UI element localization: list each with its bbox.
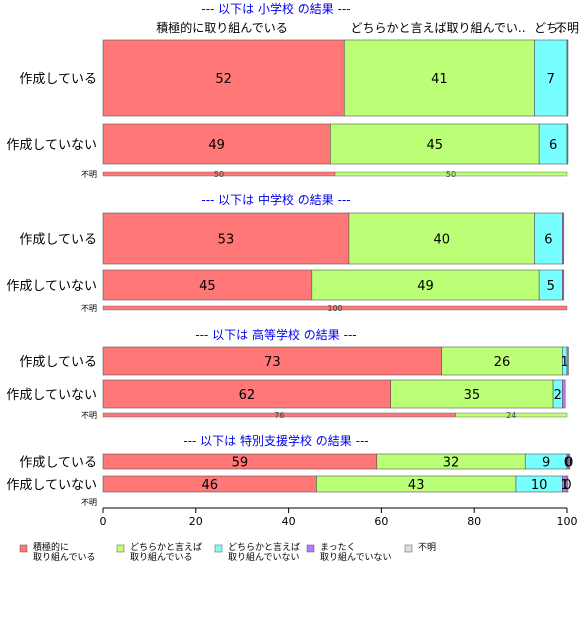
row-label: 作成していない xyxy=(6,478,97,493)
bar-segment xyxy=(441,346,563,376)
data-label: 45 xyxy=(199,279,216,294)
data-label: 9 xyxy=(542,456,550,471)
data-label: 5 xyxy=(547,279,555,294)
top-column-label: 積極的に取り組んでいる xyxy=(156,20,287,35)
data-label: 7 xyxy=(547,72,555,87)
data-label: 50 xyxy=(446,170,456,179)
row-label: 不明 xyxy=(81,411,97,420)
row-label: 不明 xyxy=(81,170,97,179)
legend-label-line2: 取り組んでいる xyxy=(33,551,96,563)
bar-segment xyxy=(102,305,568,311)
bar-segment xyxy=(568,453,571,470)
top-column-label: どち.. xyxy=(534,21,566,35)
data-label: 43 xyxy=(408,478,425,493)
bar-segment xyxy=(562,379,566,409)
data-label: 0 xyxy=(563,478,571,493)
data-label: 6 xyxy=(544,233,552,248)
legend-swatch xyxy=(214,544,223,553)
data-label: 35 xyxy=(464,388,481,403)
legend-label-line1: 不明 xyxy=(418,542,436,553)
bar-segment xyxy=(390,379,554,409)
data-label: 0 xyxy=(565,456,573,471)
row-label: 不明 xyxy=(81,304,97,313)
data-label: 40 xyxy=(433,233,450,248)
x-tick-label: 100 xyxy=(557,515,578,528)
data-label: 73 xyxy=(264,355,281,370)
data-label: 62 xyxy=(239,388,256,403)
data-label: 49 xyxy=(208,138,225,153)
data-label: 52 xyxy=(215,72,232,87)
bar-segment xyxy=(334,171,568,177)
data-label: 1 xyxy=(561,355,569,370)
x-tick-label: 40 xyxy=(282,515,296,528)
data-label: 6 xyxy=(549,138,557,153)
bar-segment xyxy=(538,123,568,165)
bar-segment xyxy=(330,123,540,165)
panel-title: --- 以下は 中学校 の結果 --- xyxy=(201,192,350,207)
legend-label-line2: 取り組んでいない xyxy=(228,551,300,563)
row-label: 不明 xyxy=(81,498,97,507)
legend-label-line1: どちらかと言えば xyxy=(130,541,202,553)
data-label: 49 xyxy=(417,279,434,294)
legend-swatch xyxy=(116,544,125,553)
row-label: 作成している xyxy=(19,355,97,370)
legend-label-line2: 取り組んでいる xyxy=(130,551,193,563)
panel-title: --- 以下は 特別支援学校 の結果 --- xyxy=(183,433,368,448)
data-label: 0 xyxy=(564,456,572,471)
data-label: 59 xyxy=(232,456,249,471)
x-tick-label: 80 xyxy=(467,515,481,528)
legend-label-line1: 積極的に xyxy=(33,541,69,553)
legend-swatch xyxy=(19,544,28,553)
bar-segment xyxy=(455,412,568,418)
row-label: 作成していない xyxy=(6,388,97,403)
bar-segment xyxy=(566,475,569,493)
data-label: 45 xyxy=(426,138,443,153)
top-column-label: 不明 xyxy=(555,21,579,35)
panel-title: --- 以下は 小学校 の結果 --- xyxy=(201,1,350,16)
bar-segment xyxy=(102,123,331,165)
row-label: 作成している xyxy=(19,233,97,248)
bar-segment xyxy=(562,269,565,301)
data-label: 2 xyxy=(554,388,562,403)
bar-segment xyxy=(102,346,443,376)
bar-segment xyxy=(102,212,350,265)
data-label: 41 xyxy=(431,72,448,87)
top-column-label: どちらかと言えば取り組んでい.. xyxy=(350,21,525,35)
legend-label-line1: どちらかと言えば xyxy=(228,541,300,553)
x-tick-label: 0 xyxy=(100,515,107,528)
row-label: 作成している xyxy=(19,456,97,471)
bar-segment xyxy=(566,39,569,117)
legend-label-line1: まったく xyxy=(320,542,356,553)
data-label: 50 xyxy=(214,170,224,179)
bar-segment xyxy=(566,346,569,376)
x-tick-label: 60 xyxy=(374,515,388,528)
bar-segment xyxy=(534,212,563,265)
bar-segment xyxy=(343,39,535,117)
data-label: 1 xyxy=(561,478,569,493)
data-label: 53 xyxy=(218,233,235,248)
data-label: 100 xyxy=(327,304,342,313)
row-label: 作成していない xyxy=(6,279,97,294)
data-label: 76 xyxy=(274,411,284,420)
legend-swatch xyxy=(306,544,315,553)
bar-segment xyxy=(566,123,569,165)
legend-swatch xyxy=(404,544,413,553)
bar-segment xyxy=(562,212,565,265)
bar-segment xyxy=(102,269,313,301)
data-label: 26 xyxy=(494,355,511,370)
x-tick-label: 20 xyxy=(189,515,203,528)
legend-label-line2: 取り組んでいない xyxy=(320,551,392,563)
data-label: 32 xyxy=(443,456,460,471)
data-label: 10 xyxy=(531,478,548,493)
row-label: 作成している xyxy=(19,72,97,87)
panel-title: --- 以下は 高等学校 の結果 --- xyxy=(195,327,356,342)
data-label: 46 xyxy=(201,478,218,493)
row-label: 作成していない xyxy=(6,138,97,153)
data-label: 24 xyxy=(506,411,516,420)
bar-segment xyxy=(102,379,391,409)
bar-segment xyxy=(311,269,540,301)
